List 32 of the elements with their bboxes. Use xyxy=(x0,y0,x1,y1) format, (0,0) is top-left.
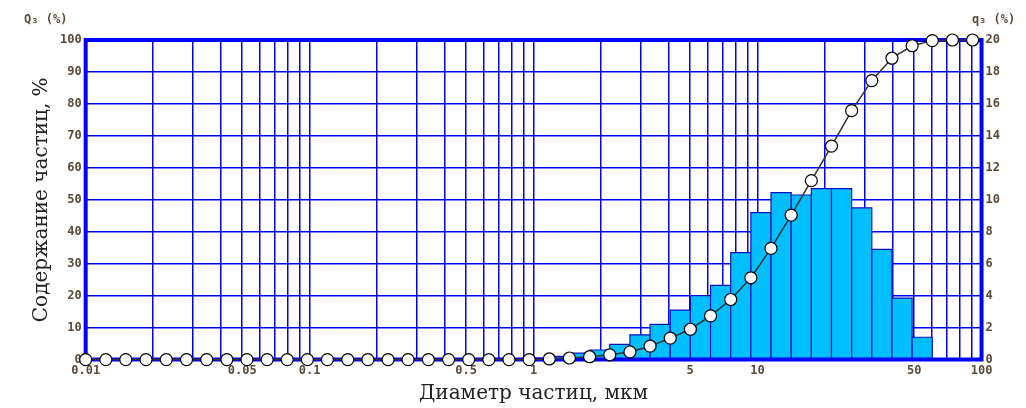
y2-tick-label: 6 xyxy=(985,255,993,270)
y2-tick-label: 16 xyxy=(985,96,1000,111)
x-tick-label: 0.05 xyxy=(227,362,257,377)
y2-tick-label: 2 xyxy=(985,319,993,334)
y-tick-label: 20 xyxy=(67,287,82,302)
text: Q₃ (%) xyxy=(23,12,68,27)
y-tick-label: 50 xyxy=(67,191,82,206)
y2-tick-label: 8 xyxy=(985,223,993,238)
x-tick-label: 10 xyxy=(750,362,765,377)
y2-tick-label: 20 xyxy=(985,32,1000,47)
x-tick-label: 0.1 xyxy=(298,362,321,377)
y-tick-label: 90 xyxy=(67,64,82,79)
y-tick-label: 60 xyxy=(67,159,82,174)
y-tick-label: 40 xyxy=(67,223,82,238)
y-tick-label: 70 xyxy=(67,128,82,143)
x-tick-label: 0.01 xyxy=(71,362,101,377)
y2-tick-label: 4 xyxy=(985,287,993,302)
x-tick-label: 50 xyxy=(906,362,922,377)
x-axis-title: Диаметр частиц, мкм xyxy=(419,380,649,405)
y2-tick-label: 12 xyxy=(985,159,1000,174)
x-tick-label: 0.5 xyxy=(455,362,478,377)
y-tick-label: 30 xyxy=(67,255,82,270)
y-tick-label: 100 xyxy=(59,32,82,47)
x-tick-label: 1 xyxy=(530,362,538,377)
y-tick-label: 80 xyxy=(67,96,82,111)
y-axis-title: Содержание частиц, % xyxy=(28,77,53,323)
y2-axis-title: q₃ (%) xyxy=(971,12,1016,27)
x-tick-label: 5 xyxy=(686,362,694,377)
y2-tick-label: 10 xyxy=(985,191,1000,206)
y2-tick-label: 14 xyxy=(985,128,1000,143)
y2-tick-label: 18 xyxy=(985,64,1000,79)
y-tick-label: 10 xyxy=(67,319,82,334)
